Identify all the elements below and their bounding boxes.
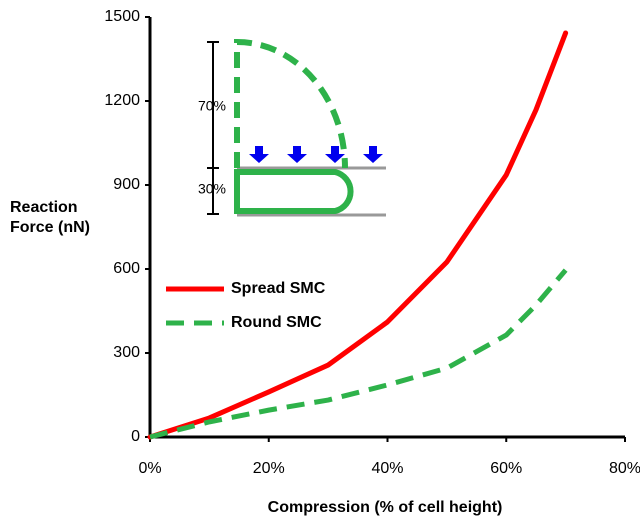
line-series (149, 268, 568, 440)
arrows (249, 146, 383, 163)
y-tick-label: 600 (113, 260, 140, 277)
y-tick-label: 900 (113, 176, 140, 193)
legend-label: Round SMC (231, 314, 322, 331)
line-series (147, 30, 569, 440)
cell-spread (234, 169, 354, 214)
inset-label: 30% (198, 181, 226, 197)
x-tick-label: 40% (371, 460, 403, 477)
y-tick-label: 0 (131, 428, 140, 445)
inset-label: 70% (198, 98, 226, 114)
x-tick-label: 0% (138, 460, 161, 477)
cell-round (234, 38, 348, 169)
x-axis-title: Compression (% of cell height) (268, 499, 503, 516)
x-tick-label: 60% (490, 460, 522, 477)
y-tick-label: 1200 (104, 92, 140, 109)
y-axis-title: Reaction Force (nN) (10, 199, 90, 236)
legend-label: Spread SMC (231, 280, 326, 297)
y-tick-label: 1500 (104, 8, 140, 25)
y-tick-label: 300 (113, 344, 140, 361)
x-tick-label: 20% (253, 460, 285, 477)
x-tick-label: 80% (609, 460, 640, 477)
bracket (207, 41, 219, 215)
inset: 70% 30% (198, 38, 386, 217)
axes (148, 17, 625, 439)
